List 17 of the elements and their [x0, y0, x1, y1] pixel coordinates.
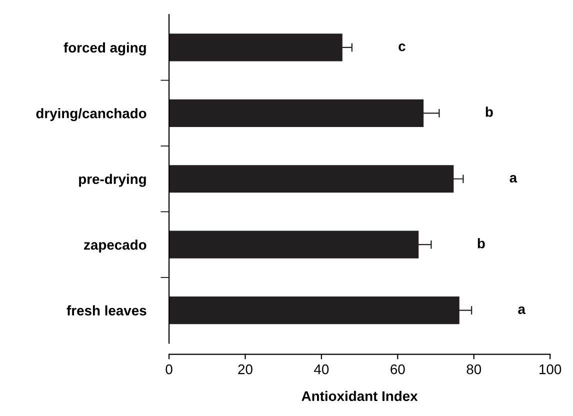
annotation: b [478, 238, 485, 248]
y-tick-label: pre-drying [79, 174, 146, 187]
x-tick-label: 100 [540, 364, 562, 374]
x-tick-label: 40 [314, 364, 329, 374]
annotation: a [510, 175, 518, 183]
annotation: a [518, 306, 526, 314]
x-tick-label: 60 [390, 364, 405, 374]
y-tick-label: drying/canchado [36, 108, 146, 122]
y-tick-label: zapecado [84, 240, 146, 253]
x-axis-title: Antioxidant Index [302, 390, 418, 402]
y-tick-label: fresh leaves [66, 305, 146, 316]
x-tick-label: 80 [466, 364, 482, 374]
x-tick-label: 0 [166, 364, 172, 374]
annotation: b [486, 106, 493, 117]
annotation: c [398, 44, 406, 52]
x-tick-label: 20 [238, 364, 252, 374]
y-tick-label: forced aging [64, 42, 146, 56]
